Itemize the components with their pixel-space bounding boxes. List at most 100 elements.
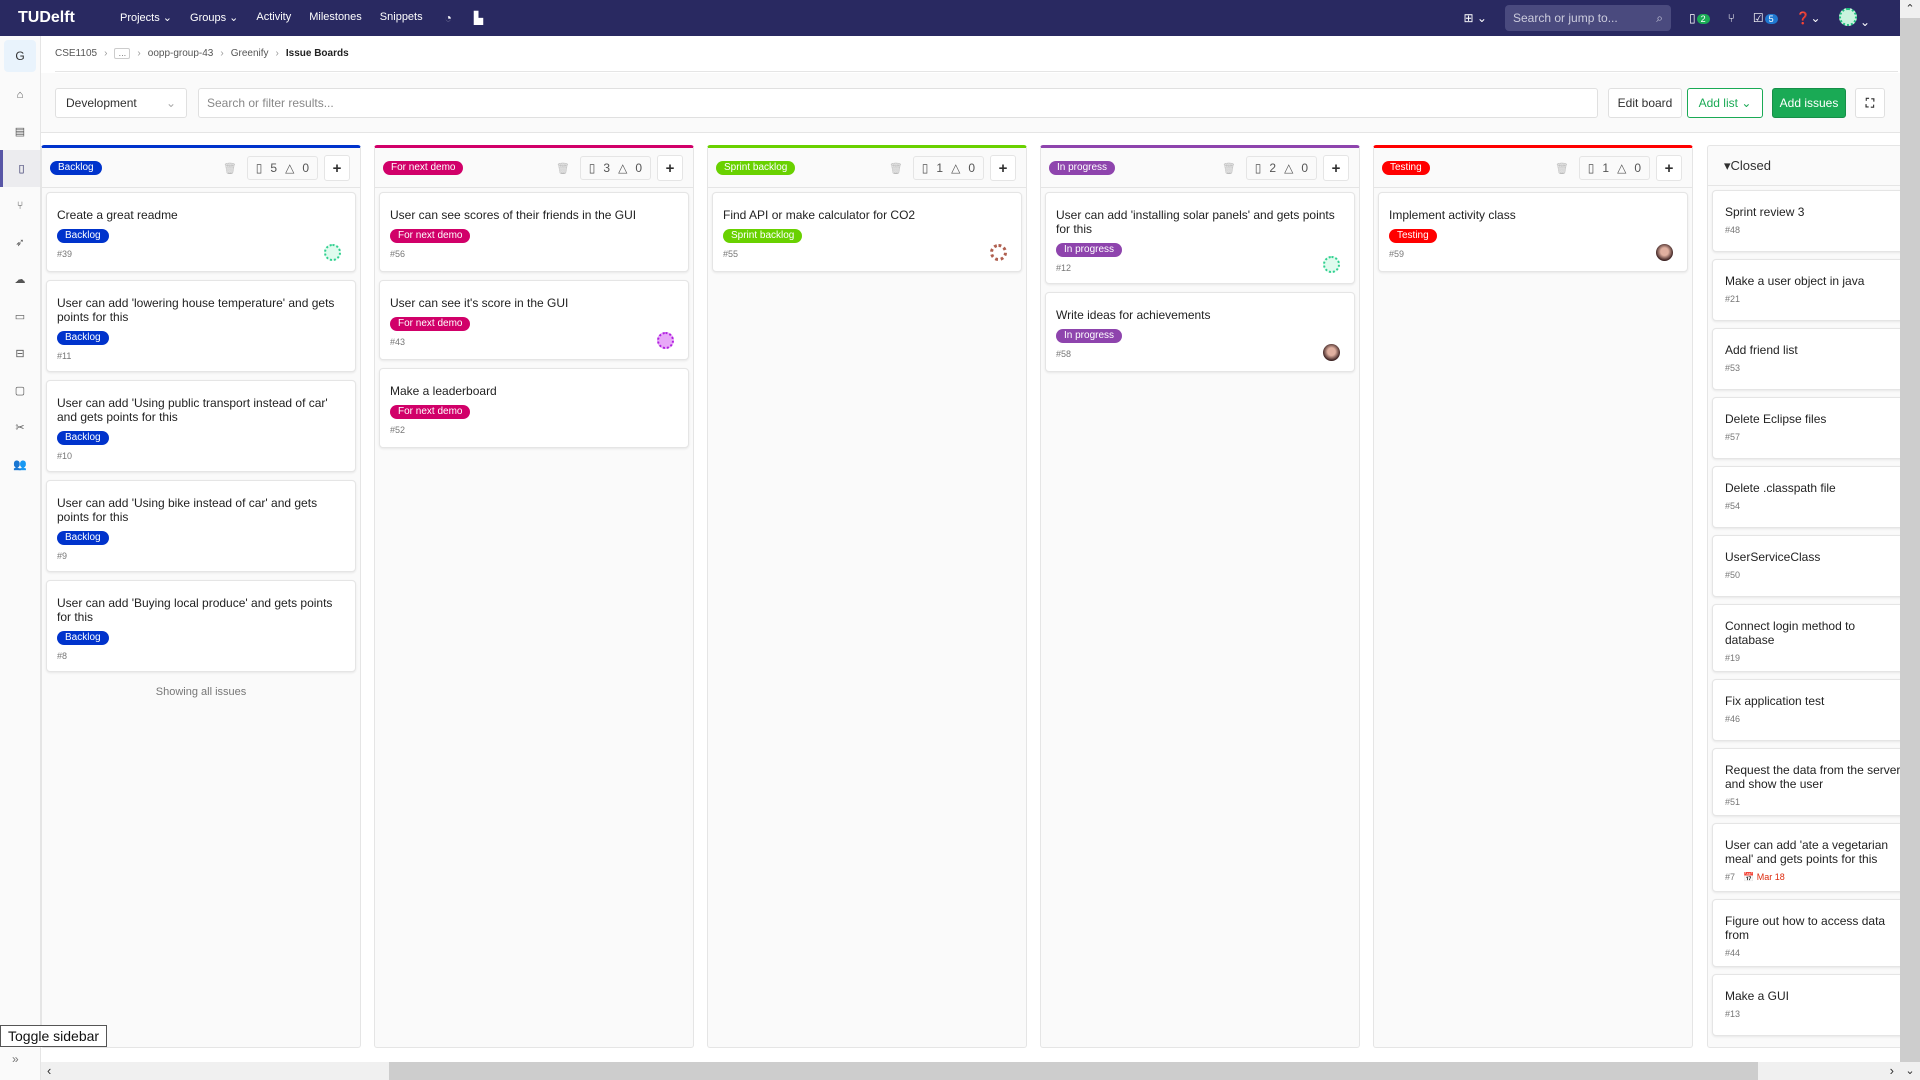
- admin-area-icon[interactable]: ◔: [444, 11, 452, 25]
- issue-card[interactable]: Delete Eclipse files #57: [1712, 397, 1900, 459]
- list-label[interactable]: Sprint backlog: [716, 160, 796, 175]
- breadcrumb-cse1105[interactable]: CSE1105: [55, 48, 98, 59]
- issue-card[interactable]: User can add 'Using public transport ins…: [46, 380, 356, 472]
- list-label[interactable]: Backlog: [50, 160, 102, 175]
- trash-icon[interactable]: 🗑: [1221, 162, 1236, 175]
- issue-label[interactable]: For next demo: [390, 405, 471, 419]
- issue-label[interactable]: Backlog: [57, 531, 109, 545]
- issue-label[interactable]: In progress: [1056, 329, 1123, 343]
- issue-card[interactable]: Sprint review 3 #48: [1712, 190, 1900, 252]
- new-issue-button[interactable]: +: [657, 155, 683, 181]
- issue-title[interactable]: Delete Eclipse files: [1725, 412, 1827, 426]
- list-label[interactable]: In progress: [1049, 160, 1116, 175]
- issue-title[interactable]: Delete .classpath file: [1725, 481, 1836, 495]
- breadcrumb-more-button[interactable]: …: [114, 48, 131, 59]
- issue-title[interactable]: User can see scores of their friends in …: [390, 208, 637, 222]
- issue-title[interactable]: UserServiceClass: [1725, 550, 1821, 564]
- issue-card[interactable]: Write ideas for achievements In progress #…: [1045, 292, 1355, 372]
- issue-title[interactable]: Make a GUI: [1725, 989, 1790, 1003]
- issue-card[interactable]: Request the data from the server and sho…: [1712, 748, 1900, 816]
- new-issue-button[interactable]: +: [1323, 155, 1349, 181]
- rocket-icon[interactable]: ➶: [15, 237, 25, 249]
- issue-title[interactable]: User can see it's score in the GUI: [390, 296, 569, 310]
- snippets-icon[interactable]: ✂: [15, 422, 25, 434]
- global-search-input[interactable]: Search or jump to... ⌕: [1505, 5, 1671, 31]
- issue-title[interactable]: Make a leaderboard: [390, 384, 497, 398]
- list-label[interactable]: Testing: [1382, 160, 1430, 175]
- issue-title[interactable]: User can add 'Using bike instead of car'…: [57, 496, 318, 524]
- issue-card[interactable]: Make a user object in java #21: [1712, 259, 1900, 321]
- trash-icon[interactable]: 🗑: [555, 162, 570, 175]
- issue-card[interactable]: User can see scores of their friends in …: [379, 192, 689, 272]
- issue-label[interactable]: Backlog: [57, 331, 109, 345]
- merge-request-icon[interactable]: ⑂: [16, 199, 24, 212]
- issue-title[interactable]: Add friend list: [1725, 343, 1798, 357]
- assignee-avatar[interactable]: [324, 244, 341, 261]
- operations-icon[interactable]: ☁: [14, 274, 26, 286]
- issue-card[interactable]: UserServiceClass #50: [1712, 535, 1900, 597]
- toggle-sidebar-icon[interactable]: »: [12, 1052, 19, 1066]
- help-icon[interactable]: ❓⌄: [1795, 11, 1821, 25]
- issue-title[interactable]: Sprint review 3: [1725, 205, 1805, 219]
- issue-card[interactable]: Make a GUI #13: [1712, 974, 1900, 1036]
- issue-title[interactable]: Write ideas for achievements: [1056, 308, 1211, 322]
- new-issue-button[interactable]: +: [1656, 155, 1682, 181]
- issue-title[interactable]: User can add 'Buying local produce' and …: [57, 596, 333, 624]
- board-selector-dropdown[interactable]: Development ⌄: [55, 88, 187, 118]
- breadcrumb-project[interactable]: Greenify: [230, 48, 269, 59]
- issue-label[interactable]: For next demo: [390, 229, 471, 243]
- wiki-icon[interactable]: ▢: [14, 385, 26, 397]
- assignee-avatar[interactable]: [657, 332, 674, 349]
- assignee-avatar[interactable]: [990, 244, 1007, 261]
- packages-icon[interactable]: ⊟: [15, 348, 25, 360]
- issue-card[interactable]: User can add 'lowering house temperature…: [46, 280, 356, 372]
- list-header[interactable]: ▾ Closed: [1708, 146, 1900, 186]
- todos-icon[interactable]: ☑ 5: [1753, 11, 1778, 25]
- new-issue-button[interactable]: +: [324, 155, 350, 181]
- assignee-avatar[interactable]: [1656, 244, 1673, 261]
- scroll-right-arrow[interactable]: ›: [1889, 1063, 1894, 1078]
- fullscreen-icon[interactable]: ⛶: [1855, 88, 1885, 118]
- repository-icon[interactable]: ▤: [14, 126, 26, 138]
- project-avatar[interactable]: G: [4, 40, 36, 72]
- issue-label[interactable]: Sprint backlog: [723, 229, 803, 243]
- issue-title[interactable]: User can add 'lowering house temperature…: [57, 296, 335, 324]
- list-label[interactable]: For next demo: [383, 160, 464, 175]
- home-icon[interactable]: ⌂: [16, 88, 24, 101]
- issue-title[interactable]: User can add 'Using public transport ins…: [57, 396, 328, 424]
- trash-icon[interactable]: 🗑: [222, 162, 237, 175]
- issue-card[interactable]: Implement activity class Testing #59: [1378, 192, 1688, 272]
- issue-card[interactable]: Figure out how to access data from #44: [1712, 899, 1900, 967]
- nav-projects[interactable]: Projects ⌄: [120, 12, 173, 24]
- issue-card[interactable]: User can add 'Buying local produce' and …: [46, 580, 356, 672]
- vertical-scrollbar[interactable]: ⌃ ⌄: [1900, 0, 1920, 1080]
- edit-board-button[interactable]: Edit board: [1608, 88, 1682, 118]
- nav-milestones[interactable]: Milestones: [309, 11, 362, 23]
- horizontal-scroll-thumb[interactable]: [389, 1062, 1758, 1080]
- nav-activity[interactable]: Activity: [256, 11, 292, 23]
- issue-title[interactable]: Make a user object in java: [1725, 274, 1865, 288]
- issue-card[interactable]: Make a leaderboard For next demo #52: [379, 368, 689, 448]
- assignee-avatar[interactable]: [1323, 344, 1340, 361]
- issue-card[interactable]: Delete .classpath file #54: [1712, 466, 1900, 528]
- issue-card[interactable]: Find API or make calculator for CO2 Sprin…: [712, 192, 1022, 272]
- issue-card[interactable]: Connect login method to database #19: [1712, 604, 1900, 672]
- trash-icon[interactable]: 🗑: [888, 162, 903, 175]
- issues-board-icon[interactable]: ▯: [0, 150, 40, 187]
- filter-search-input[interactable]: Search or filter results...: [198, 88, 1598, 118]
- issues-icon[interactable]: ▯ 2: [1689, 11, 1710, 25]
- issue-card[interactable]: Fix application test #46: [1712, 679, 1900, 741]
- assignee-avatar[interactable]: [1323, 256, 1340, 273]
- trash-icon[interactable]: 🗑: [1554, 162, 1569, 175]
- new-item-icon[interactable]: ⊞ ⌄: [1463, 11, 1487, 25]
- issue-title[interactable]: Figure out how to access data from: [1725, 914, 1886, 942]
- merge-requests-icon[interactable]: ⑂: [1727, 11, 1735, 25]
- nav-groups[interactable]: Groups ⌄: [190, 12, 239, 24]
- issue-title[interactable]: Fix application test: [1725, 694, 1825, 708]
- issue-title[interactable]: Request the data from the server and sho…: [1725, 763, 1900, 791]
- add-issues-button[interactable]: Add issues: [1772, 88, 1846, 118]
- issue-label[interactable]: Backlog: [57, 631, 109, 645]
- issue-title[interactable]: Create a great readme: [57, 208, 178, 222]
- issue-label[interactable]: In progress: [1056, 243, 1123, 257]
- issue-title[interactable]: User can add 'ate a vegetarian meal' and…: [1725, 838, 1889, 866]
